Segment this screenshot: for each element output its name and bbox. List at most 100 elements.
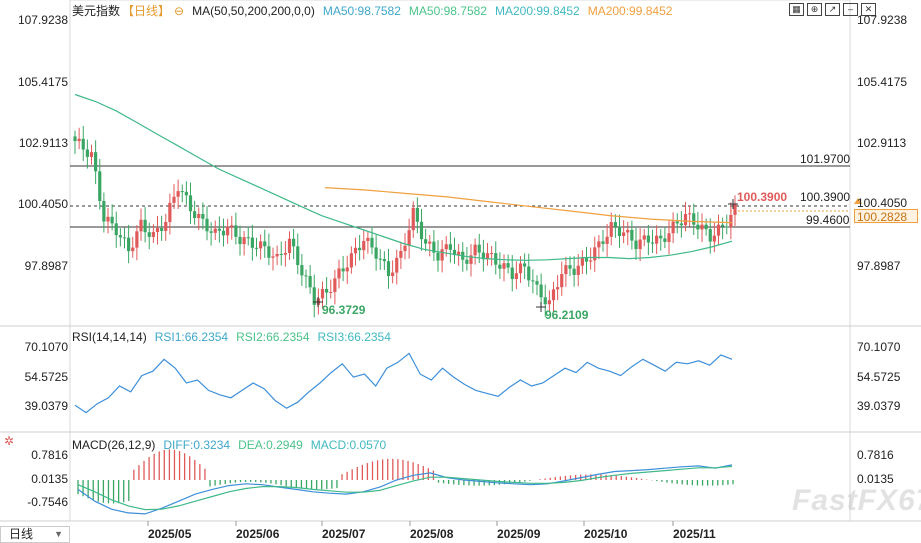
rsi-line — [74, 352, 733, 414]
x-axis-label: 2025/05 — [148, 527, 192, 541]
price-axis-label: 100.4050 — [17, 197, 68, 211]
candle-body — [250, 237, 254, 248]
candle-body — [424, 239, 428, 244]
candle-body — [671, 221, 675, 234]
candle-body — [593, 247, 597, 261]
x-axis-label: 2025/10 — [584, 527, 628, 541]
high-annotation: 100.3900 — [737, 190, 788, 204]
rsi-axis-label: 70.1070 — [24, 340, 68, 354]
candle-body — [675, 221, 679, 224]
level-label: 101.9700 — [800, 152, 851, 166]
ma-label: MA(50,50,200,200,0,0) — [192, 4, 315, 18]
candle-body — [650, 242, 655, 244]
low-annotation: 96.3729 — [322, 303, 366, 317]
candle-body — [73, 136, 77, 142]
candle-body — [391, 272, 395, 277]
candle-body — [201, 213, 205, 219]
candle-body — [551, 289, 556, 301]
candle-body — [378, 258, 382, 260]
candle-body — [572, 268, 576, 275]
candle-body — [188, 195, 193, 212]
candle-body — [564, 265, 568, 275]
candle-body — [139, 219, 143, 232]
candle-body — [440, 249, 444, 261]
candle-body — [205, 218, 209, 232]
candle-body — [617, 226, 622, 236]
period-tab-daily[interactable]: 日线 ▼ — [0, 526, 70, 543]
candle-body — [498, 264, 502, 269]
zoom-in-icon[interactable]: ⊕ — [807, 3, 822, 16]
price-up-arrow-icon — [854, 198, 862, 204]
candle-body — [94, 152, 98, 172]
candle-body — [465, 259, 469, 264]
line-chart-icon[interactable]: ↗ — [825, 3, 840, 16]
candle-body — [164, 221, 168, 231]
close-icon[interactable]: ✕ — [861, 3, 876, 16]
price-axis-label: 102.9113 — [18, 136, 68, 150]
macd-value-3: MACD:0.0570 — [310, 438, 387, 452]
candle-body — [386, 261, 391, 277]
candle-body — [403, 245, 407, 252]
candle-body — [279, 253, 283, 255]
price-axis-label: 107.9238 — [17, 13, 68, 27]
candle-body — [345, 267, 349, 272]
ma-value-3: MA200:99.8452 — [494, 4, 580, 18]
candle-body — [626, 229, 630, 233]
candle-body — [663, 238, 667, 242]
period-label[interactable]: 【日线】 — [122, 4, 171, 18]
candle-body — [304, 275, 308, 277]
rsi-axis-label: 54.5725 — [24, 370, 68, 384]
minus-icon[interactable]: – — [843, 3, 858, 16]
candle-body — [716, 224, 721, 236]
candle-body — [415, 207, 419, 222]
macd-axis-label-right: 0.0135 — [857, 472, 894, 486]
macd-axis-label-right: 0.7816 — [857, 448, 894, 462]
candle-body — [275, 253, 279, 257]
candle-body — [151, 232, 155, 237]
candle-body — [333, 278, 337, 292]
candle-body — [184, 191, 188, 196]
price-axis-label-right: 100.4050 — [857, 196, 908, 210]
rsi-axis-label-right: 39.0379 — [857, 399, 901, 413]
grid-icon[interactable]: ▦ — [789, 3, 804, 16]
macd-settings-icon[interactable]: ✲ — [4, 434, 15, 448]
settings-icon[interactable]: ⊖ — [174, 4, 185, 18]
candle-body — [287, 238, 292, 253]
candle-body — [539, 284, 543, 298]
candle-body — [704, 224, 708, 230]
candle-body — [217, 228, 221, 231]
candle-body — [721, 224, 725, 227]
candle-body — [556, 287, 560, 290]
candle-body — [457, 251, 461, 255]
candle-body — [510, 267, 514, 280]
macd-diff-line — [77, 464, 733, 515]
candle-body — [329, 291, 333, 293]
macd-value-2: DEA:0.2949 — [238, 438, 303, 452]
candle-body — [259, 241, 263, 249]
candle-body — [477, 244, 481, 253]
candle-body — [576, 265, 580, 275]
candle-body — [712, 235, 716, 242]
ma-value-4: MA200:99.8452 — [587, 4, 673, 18]
candle-body — [98, 171, 102, 202]
level-label: 100.3900 — [800, 190, 851, 204]
candle-body — [160, 228, 164, 231]
candle-body — [296, 246, 300, 266]
candle-body — [267, 246, 271, 258]
candle-body — [168, 202, 172, 222]
candle-body — [341, 268, 345, 272]
candle-body — [729, 214, 733, 228]
rsi-header: RSI(14,14,14) RSI1:66.2354 RSI2:66.2354 RSI… — [72, 330, 399, 344]
candle-body — [213, 228, 217, 233]
macd-header: MACD(26,12,9) DIFF:0.3234 DEA:0.2949 MACD:0… — [72, 438, 394, 452]
candle-body — [655, 235, 659, 244]
candle-body — [700, 224, 704, 230]
candle-body — [292, 238, 296, 247]
period-tab-label: 日线 — [9, 527, 34, 541]
candle-body — [605, 236, 609, 244]
candle-body — [646, 235, 650, 243]
candle-body — [209, 231, 213, 233]
price-axis-label: 97.8987 — [24, 259, 68, 273]
